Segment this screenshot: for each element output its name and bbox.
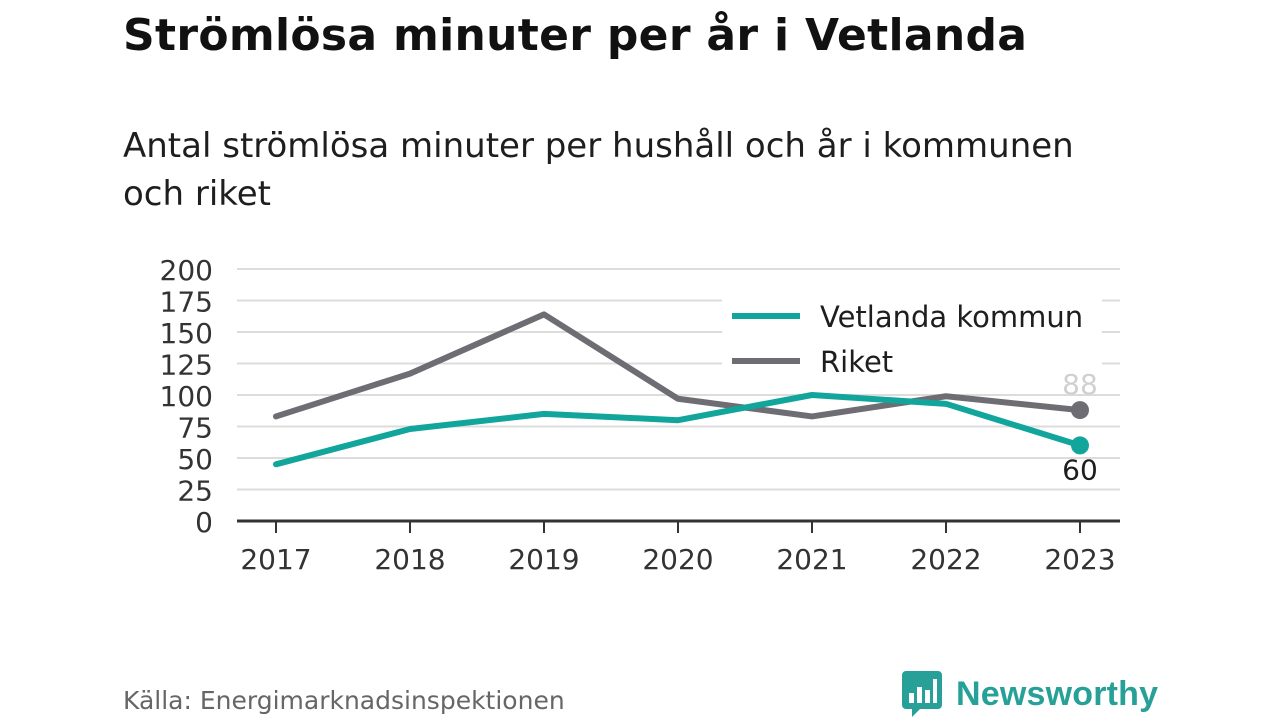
y-tick-label: 50 (177, 443, 213, 476)
y-tick-label: 125 (160, 349, 213, 382)
chart-title: Strömlösa minuter per år i Vetlanda (123, 10, 1028, 61)
legend-label-vetlanda: Vetlanda kommun (820, 300, 1083, 334)
legend-label-riket: Riket (820, 345, 893, 379)
x-tick-label: 2020 (642, 543, 713, 576)
end-point-marker (1071, 436, 1089, 455)
source-note: Källa: Energimarknadsinspektionen (123, 686, 565, 715)
x-tick-label: 2021 (776, 543, 847, 576)
end-points: 60 88 (1062, 368, 1098, 486)
legend: Vetlanda kommun Riket (722, 296, 1102, 382)
end-value-label: 88 (1062, 368, 1098, 401)
x-tick-label: 2022 (910, 543, 981, 576)
series-lines (273, 311, 1083, 468)
y-tick-label: 25 (177, 475, 213, 508)
x-tick-label: 2019 (508, 543, 579, 576)
chart-subtitle: Antal strömlösa minuter per hushåll och … (123, 126, 1074, 214)
y-tick-label: 200 (160, 254, 213, 287)
x-axis: 2017 2018 2019 2020 2021 2022 2023 (237, 519, 1120, 576)
legend-background (722, 296, 1102, 382)
newsworthy-logo-icon (902, 671, 942, 717)
y-tick-label: 100 (160, 380, 213, 413)
series-line-vetlanda (273, 392, 1083, 468)
x-tick-label: 2018 (374, 543, 445, 576)
end-value-label: 60 (1062, 453, 1098, 486)
y-tick-label: 150 (160, 317, 213, 350)
y-tick-label: 175 (160, 286, 213, 319)
y-tick-label: 75 (177, 412, 213, 445)
end-point-marker (1071, 401, 1089, 420)
newsworthy-logo: Newsworthy (902, 671, 1158, 717)
x-tick-label: 2017 (240, 543, 311, 576)
brand-name: Newsworthy (956, 674, 1159, 713)
x-tick-label: 2023 (1044, 543, 1115, 576)
y-tick-label: 0 (195, 506, 213, 539)
